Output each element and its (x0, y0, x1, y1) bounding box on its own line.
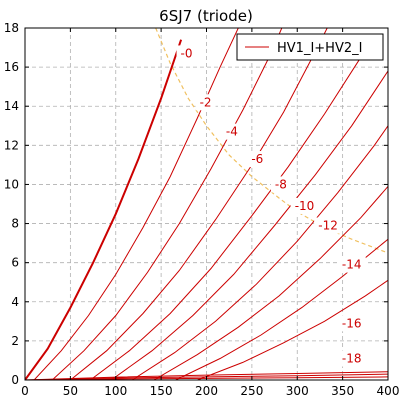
chart-title: 6SJ7 (triode) (159, 7, 253, 25)
curve-label: -18 (342, 351, 362, 365)
x-tick-label: 100 (104, 384, 127, 398)
curve-line (90, 57, 362, 380)
curve-label-background (247, 151, 268, 168)
curve-line (153, 186, 388, 380)
curve-line (25, 371, 388, 380)
x-tick-label: 300 (286, 384, 309, 398)
curve-label: -8 (275, 177, 287, 191)
curve-label-background (314, 217, 343, 234)
y-tick-label: 2 (11, 334, 19, 348)
curve-label: -10 (295, 199, 315, 213)
curve-labels: -0 -2 -4 -6 -8 -10-12 -14 -16 -18 (176, 45, 366, 367)
curve-label-background (176, 45, 197, 62)
y-tick-label: 16 (4, 60, 19, 74)
curve-label-background (270, 176, 291, 193)
x-tick-label: 150 (150, 384, 173, 398)
y-tick-label: 14 (4, 99, 19, 113)
curve-line (33, 28, 239, 380)
y-tick-label: 18 (4, 21, 19, 35)
y-tick-label: 8 (11, 217, 19, 231)
y-tick-label: 6 (11, 256, 19, 270)
x-tick-label: 0 (21, 384, 29, 398)
legend-label: HV1_I+HV2_I (277, 41, 362, 56)
curve-label: -16 (342, 316, 362, 330)
axes: 0 50 100 150 200 250 300 350 400 0 2 4 6 8 10 12 14 16 18 (4, 21, 400, 398)
curve-line (51, 28, 283, 380)
x-tick-label: 200 (195, 384, 218, 398)
curve-label: -0 (181, 46, 193, 60)
curve-label-background (195, 94, 216, 111)
curve-line (25, 39, 183, 380)
curve-label: -12 (318, 219, 338, 233)
curve-label-background (337, 315, 366, 332)
y-tick-label: 0 (11, 373, 19, 387)
x-tick-label: 250 (240, 384, 263, 398)
curve-label: -14 (342, 258, 362, 272)
curve-label-background (337, 350, 366, 367)
curve-label: -4 (226, 125, 238, 139)
curve-label: -6 (251, 152, 263, 166)
x-tick-label: 400 (377, 384, 400, 398)
x-tick-label: 50 (63, 384, 78, 398)
curve-line (131, 125, 388, 380)
legend: HV1_I+HV2_I (236, 33, 384, 61)
curve-label-background (337, 256, 366, 273)
curve-line (110, 70, 388, 380)
curve-line (70, 28, 328, 380)
dissipation-limit-curve (155, 28, 388, 254)
x-tick-label: 350 (331, 384, 354, 398)
y-tick-label: 12 (4, 138, 19, 152)
curve-label-background (290, 197, 319, 214)
curve-label: -2 (200, 95, 212, 109)
curve-label-background (221, 123, 242, 140)
y-tick-label: 10 (4, 177, 19, 191)
curve-line (197, 279, 388, 380)
y-tick-label: 4 (11, 295, 19, 309)
